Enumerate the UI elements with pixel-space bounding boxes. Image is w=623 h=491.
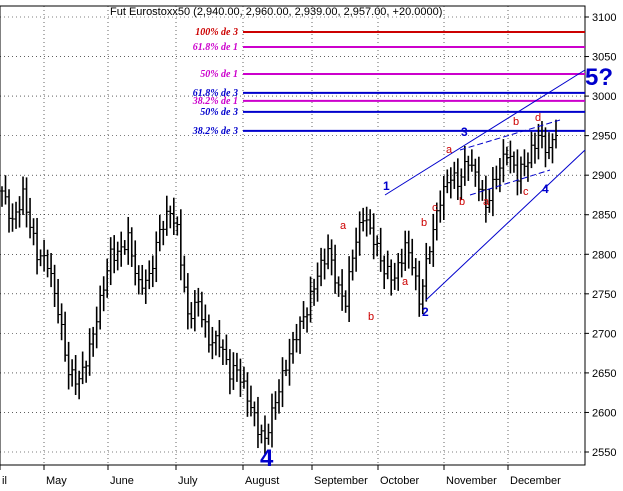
wave-label-small: c — [523, 186, 529, 198]
triangle-lower-dashed — [469, 169, 551, 196]
wave-label-mid: 3 — [461, 125, 468, 139]
x-tick-label: August — [245, 475, 279, 487]
fib-level-label: 50% de 3 — [200, 107, 238, 118]
x-tick-label: October — [380, 475, 419, 487]
y-tick-label: 2750 — [592, 289, 616, 301]
wave-label-mid: 1 — [383, 179, 390, 193]
price-bars — [0, 119, 558, 455]
wave-label-small: a — [483, 196, 490, 208]
chart-title: Fut Eurostoxx50 (2,940.00, 2,960.00, 2,9… — [110, 6, 442, 18]
wave-label-small: b — [459, 196, 465, 208]
fib-level-label: 38.2% de 1 — [192, 96, 238, 107]
wave-label-small: c — [432, 202, 438, 214]
y-tick-label: 2850 — [592, 210, 616, 222]
fib-level-label: 61.8% de 1 — [193, 42, 238, 53]
wave-label-small: b — [368, 311, 374, 323]
y-tick-label: 2600 — [592, 407, 616, 419]
y-tick-label: 2700 — [592, 328, 616, 340]
wave-label-small: a — [446, 144, 453, 156]
trend-lines — [384, 69, 586, 301]
upper-channel-line — [384, 69, 586, 196]
y-axis-ticks: 2550 2600 2650 2700 2750 2800 2850 2900 2950 3000… — [585, 12, 616, 459]
x-tick-label: December — [510, 475, 561, 487]
y-tick-label: 2550 — [592, 447, 616, 459]
fib-level-label: 61.8% de 3 — [193, 88, 238, 99]
fib-level-label: 100% de 3 — [195, 27, 238, 38]
x-tick-label: June — [110, 475, 134, 487]
y-tick-label: 3050 — [592, 52, 616, 64]
x-axis-ticks: il May June July August September October Novem… — [0, 465, 561, 487]
wave-label-small: b — [421, 217, 427, 229]
x-tick-label: il — [2, 475, 7, 487]
wave-label-small: d — [535, 112, 541, 124]
y-tick-label: 2650 — [592, 368, 616, 380]
fib-level-label: 38.2% de 3 — [192, 126, 238, 137]
x-tick-label: September — [314, 475, 368, 487]
wave-label-small: b — [513, 116, 519, 128]
x-tick-label: November — [446, 475, 497, 487]
y-tick-label: 3100 — [592, 12, 616, 24]
fib-level-label: 50% de 1 — [200, 69, 238, 80]
y-tick-label: 2950 — [592, 131, 616, 143]
y-tick-label: 2800 — [592, 249, 616, 261]
y-tick-label: 3000 — [592, 91, 616, 103]
wave-label-small: a — [340, 220, 347, 232]
wave-label-mid: 4 — [542, 182, 549, 196]
wave-label-big: 4 — [260, 445, 274, 472]
lower-channel-line — [425, 149, 586, 301]
wave-label-small: a — [402, 276, 409, 288]
x-tick-label: May — [46, 475, 67, 487]
wave-label-big: 5? — [585, 64, 613, 91]
y-tick-label: 2900 — [592, 170, 616, 182]
fibonacci-levels: 100% de 361.8% de 150% de 161.8% de 338.… — [192, 27, 585, 137]
x-tick-label: July — [178, 475, 198, 487]
wave-label-mid: 2 — [422, 305, 429, 319]
